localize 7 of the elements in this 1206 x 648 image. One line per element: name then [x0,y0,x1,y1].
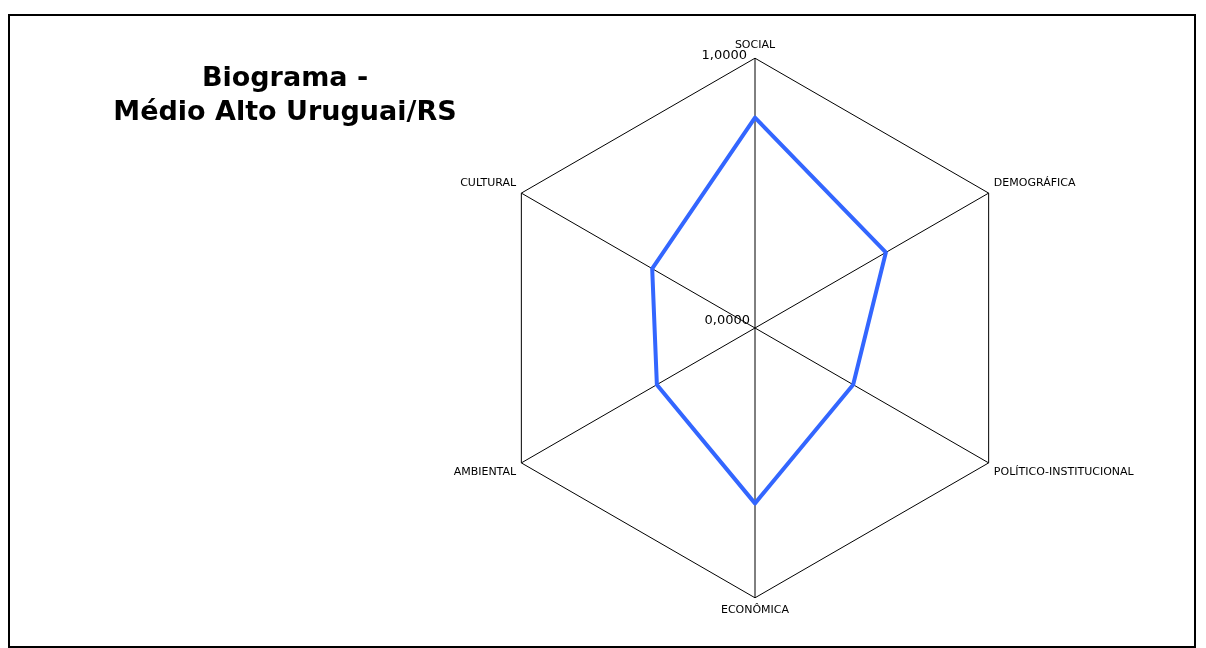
spoke-label: AMBIENTAL [453,465,518,479]
text: Biograma - Médio Alto Uruguai/RS [112,60,458,128]
spoke-label: ECONÔMICA [720,603,790,617]
y-tick-label: 1,0000 [701,47,747,63]
spoke-label: CULTURAL [460,176,518,190]
spoke-label: POLÍTICO-INSTITUCIONAL [993,465,1135,479]
spoke-label: DEMOGRÁFICA [993,176,1076,190]
